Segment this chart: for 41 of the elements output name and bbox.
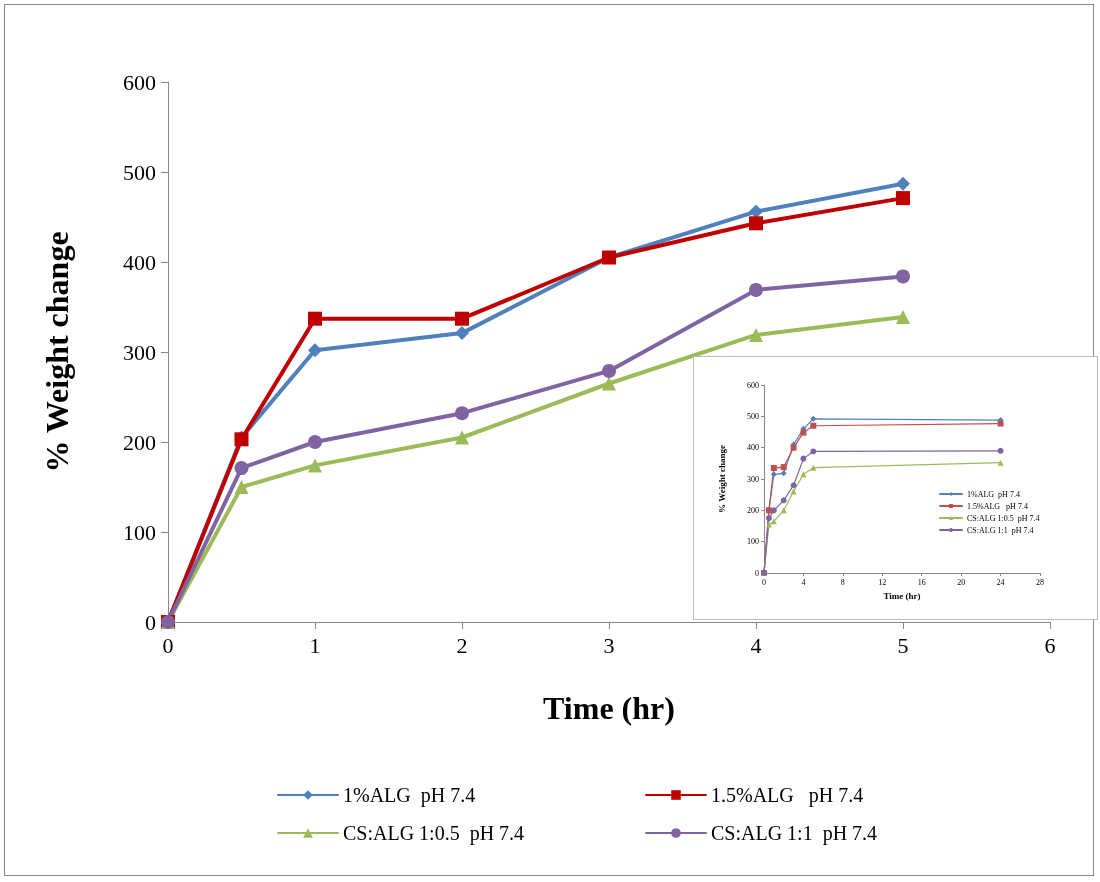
y-tick-label: 300 — [747, 474, 759, 484]
legend-label: 1%ALG pH 7.4 — [967, 489, 1020, 499]
x-tick-label: 3 — [603, 632, 615, 658]
legend-label: CS:ALG 1:0.5 pH 7.4 — [967, 513, 1040, 523]
y-tick-label: 600 — [747, 380, 759, 390]
x-tick-label: 0 — [162, 632, 174, 658]
y-tick-label: 200 — [123, 429, 156, 455]
y-tick-label: 300 — [123, 339, 156, 365]
legend-label: CS:ALG 1:0.5 pH 7.4 — [343, 822, 525, 845]
x-tick-label: 4 — [750, 632, 762, 658]
legend-label: CS:ALG 1:1 pH 7.4 — [967, 525, 1034, 535]
x-axis-title: Time (hr) — [543, 690, 675, 726]
y-tick-label: 500 — [123, 159, 156, 185]
legend-label: 1%ALG pH 7.4 — [343, 784, 476, 807]
x-tick-label: 20 — [957, 577, 966, 587]
legend-label: 1.5%ALG pH 7.4 — [711, 784, 864, 807]
y-tick-label: 0 — [145, 609, 156, 635]
y-tick-label: 400 — [747, 443, 759, 453]
y-tick-label: 200 — [747, 505, 759, 515]
x-tick-label: 2 — [456, 632, 468, 658]
y-tick-label: 500 — [747, 411, 759, 421]
y-axis-title: % Weight change — [39, 231, 75, 473]
y-tick-label: 100 — [123, 519, 156, 545]
x-tick-label: 6 — [1044, 632, 1056, 658]
x-tick-label: 0 — [762, 577, 766, 587]
x-tick-label: 12 — [878, 577, 887, 587]
legend-label: 1.5%ALG pH 7.4 — [967, 501, 1028, 511]
x-tick-label: 28 — [1036, 577, 1044, 587]
x-tick-label: 24 — [996, 577, 1005, 587]
x-tick-label: 4 — [801, 577, 806, 587]
y-axis-title: % Weight change — [716, 445, 727, 513]
x-axis-title: Time (hr) — [883, 590, 921, 601]
x-tick-label: 8 — [840, 577, 845, 587]
legend-label: CS:ALG 1:1 pH 7.4 — [711, 822, 878, 845]
x-tick-label: 1 — [309, 632, 321, 658]
y-tick-label: 400 — [123, 249, 156, 275]
x-tick-label: 5 — [897, 632, 909, 658]
y-tick-label: 0 — [755, 568, 759, 578]
x-tick-label: 16 — [917, 577, 926, 587]
y-tick-label: 100 — [747, 537, 759, 547]
y-tick-label: 600 — [123, 69, 156, 95]
